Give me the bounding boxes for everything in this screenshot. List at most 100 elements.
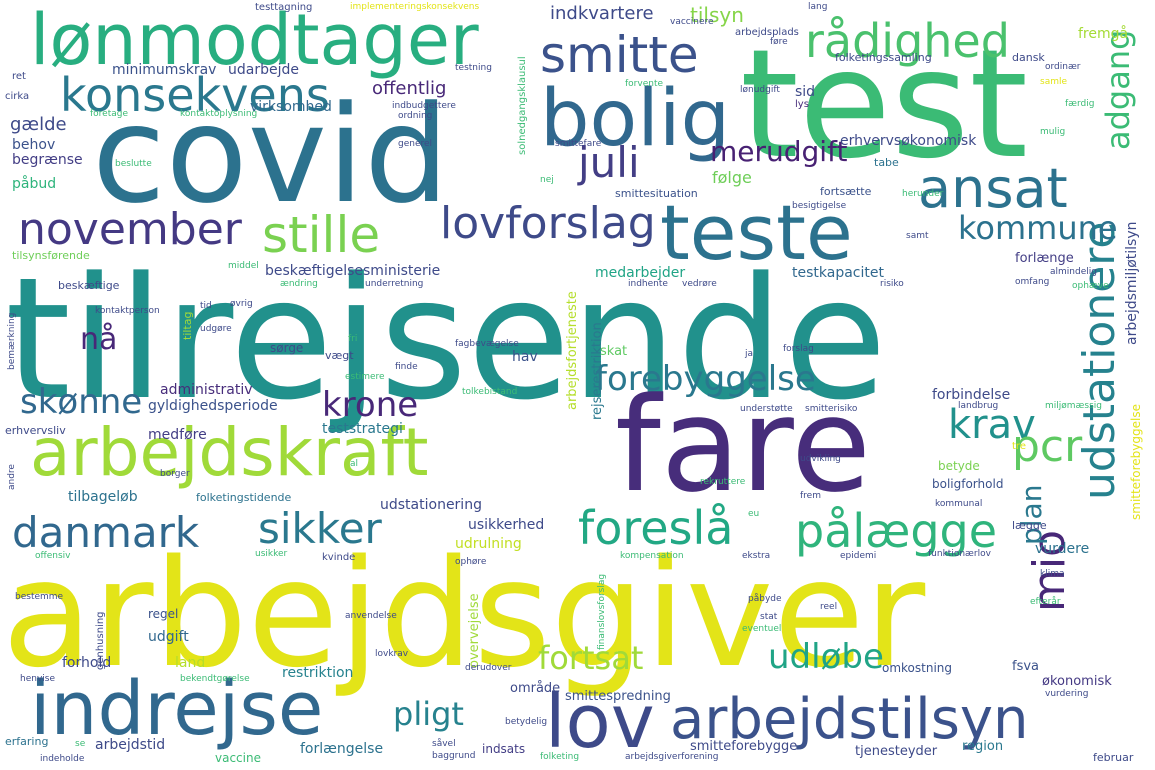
- word-indhente: indhente: [628, 279, 668, 289]
- word-kontaktoplysning: kontaktoplysning: [180, 109, 258, 119]
- word-indrejse: indrejse: [30, 666, 324, 752]
- word-lonmodtager: lønmodtager: [30, 0, 479, 81]
- word-estimere: estimere: [345, 372, 385, 382]
- word-folketingssamling: folketingssamling: [835, 51, 932, 64]
- word-udstationere: udstationere: [1074, 221, 1125, 500]
- word-ret: ret: [12, 71, 26, 82]
- word-betydelig: betydelig: [505, 717, 548, 727]
- word-lovkrav: lovkrav: [375, 649, 409, 659]
- word-dansk: dansk: [1012, 51, 1045, 64]
- word-se: se: [75, 739, 86, 749]
- word-smittesituation: smittesituation: [615, 187, 698, 200]
- word-beslutte: beslutte: [115, 159, 152, 169]
- word-regel: regel: [148, 607, 179, 621]
- word-herunder: herunder: [902, 189, 944, 199]
- word-testkapacitet: testkapacitet: [792, 265, 884, 281]
- word-understotte: understøtte: [740, 404, 793, 414]
- word-klima: klima: [1040, 569, 1065, 579]
- word-almindelig: almindelig: [1050, 267, 1097, 277]
- word-eu: eu: [748, 509, 760, 519]
- word-sid: sid: [795, 84, 816, 100]
- word-beskaeftigelsesministerie: beskæftigelsesministerie: [265, 263, 441, 279]
- word-smitterisiko: smitterisiko: [805, 404, 858, 414]
- word-finde: finde: [395, 362, 418, 372]
- word-baggrund: baggrund: [432, 751, 476, 761]
- word-forbindelse: forbindelse: [932, 387, 1011, 403]
- word-ophaeve: ophæve: [1072, 281, 1109, 291]
- word-frem: frem: [800, 491, 821, 501]
- word-indbudgettere: indbudgettere: [392, 101, 456, 111]
- word-usikker: usikker: [255, 549, 288, 559]
- word-ekstra: ekstra: [742, 551, 771, 561]
- word-arbejdstilsyn: arbejdstilsyn: [670, 687, 1029, 752]
- word-laegge: lægge: [1012, 519, 1047, 532]
- word-fore: føre: [770, 37, 788, 47]
- word-offentlig: offentlig: [372, 78, 447, 99]
- word-indeholde: indeholde: [40, 754, 85, 764]
- word-november: november: [18, 204, 242, 255]
- word-fare: fare: [615, 369, 872, 521]
- word-cirka: cirka: [5, 91, 30, 102]
- word-landbrug: landbrug: [958, 401, 999, 411]
- word-krone: krone: [322, 385, 419, 425]
- word-ovrig: øvrig: [230, 299, 253, 309]
- word-tilsyn: tilsyn: [690, 3, 744, 27]
- word-indkvartere: indkvartere: [550, 3, 654, 24]
- word-folge: følge: [712, 168, 752, 187]
- word-udlobe: udløbe: [768, 637, 884, 677]
- word-vurdering: vurdering: [1045, 689, 1089, 699]
- word-omfang: omfang: [1015, 277, 1050, 287]
- word-tilrejsende: tilrejsende: [5, 241, 887, 437]
- word-ophore: ophøre: [455, 557, 487, 567]
- word-skat: skat: [600, 344, 628, 359]
- word-usikkerhed: usikkerhed: [468, 517, 545, 533]
- word-folketing: folketing: [540, 752, 580, 762]
- word-fagbevaegelse: fagbevægelse: [455, 339, 519, 349]
- word-bemaerkning: bemærkning: [7, 312, 17, 370]
- word-smitte: smitte: [540, 26, 699, 84]
- word-pcr: pcr: [1012, 421, 1083, 472]
- word-vurdere: vurdere: [1035, 541, 1090, 557]
- word-gaelde: gælde: [10, 114, 67, 135]
- word-offensiv: offensiv: [35, 551, 71, 561]
- word-lys: lys: [795, 99, 809, 110]
- word-foretage: foretage: [90, 109, 129, 119]
- word-ansat: ansat: [918, 157, 1068, 220]
- word-kommune: kommune: [958, 209, 1118, 247]
- word-stille: stille: [262, 206, 381, 264]
- word-ordinaer: ordinær: [1045, 62, 1081, 72]
- word-udvikling: udvikling: [800, 454, 841, 464]
- word-behov: behov: [12, 137, 56, 153]
- word-omrade: område: [510, 681, 561, 696]
- word-generel: generel: [398, 139, 433, 149]
- word-lonudgift: lønudgift: [740, 85, 780, 95]
- word-vaegt: vægt: [325, 349, 354, 362]
- word-borger: borger: [160, 469, 190, 479]
- word-teststrategi: teststrategi: [322, 421, 403, 437]
- word-lovforslag: lovforslag: [440, 198, 656, 249]
- word-udrulning: udrulning: [455, 536, 522, 552]
- word-andre: andre: [7, 464, 17, 490]
- word-krav: krav: [948, 402, 1036, 448]
- word-arbejdsmiljotilsyn: arbejdsmiljøtilsyn: [1124, 221, 1140, 346]
- word-rejserestriktion: rejserestriktion: [590, 322, 605, 420]
- word-sikker: sikker: [258, 504, 382, 553]
- word-okonomisk: økonomisk: [1042, 674, 1112, 689]
- word-erhvervsokonomisk: erhvervsøkonomisk: [840, 133, 977, 149]
- word-hav: hav: [512, 349, 538, 365]
- word-tilsynsforende: tilsynsførende: [12, 249, 90, 262]
- word-radighed: rådighed: [805, 14, 1010, 68]
- word-kommunal: kommunal: [935, 499, 983, 509]
- word-smitteforebygge: smitteforebygge: [690, 739, 798, 754]
- word-region: region: [962, 739, 1004, 754]
- word-ordning: ordning: [398, 111, 433, 121]
- word-skonne: skønne: [20, 382, 143, 422]
- word-finanslovsforslag: finanslovsforslag: [597, 573, 607, 650]
- word-februar: februar: [1093, 751, 1134, 764]
- word-al: al: [350, 459, 359, 469]
- word-genhusning: genhusning: [95, 611, 106, 670]
- word-vaccine: vaccine: [215, 751, 261, 765]
- word-danmark: danmark: [12, 508, 200, 557]
- word-testtagning: testtagning: [255, 2, 313, 13]
- word-test: test: [740, 18, 1029, 192]
